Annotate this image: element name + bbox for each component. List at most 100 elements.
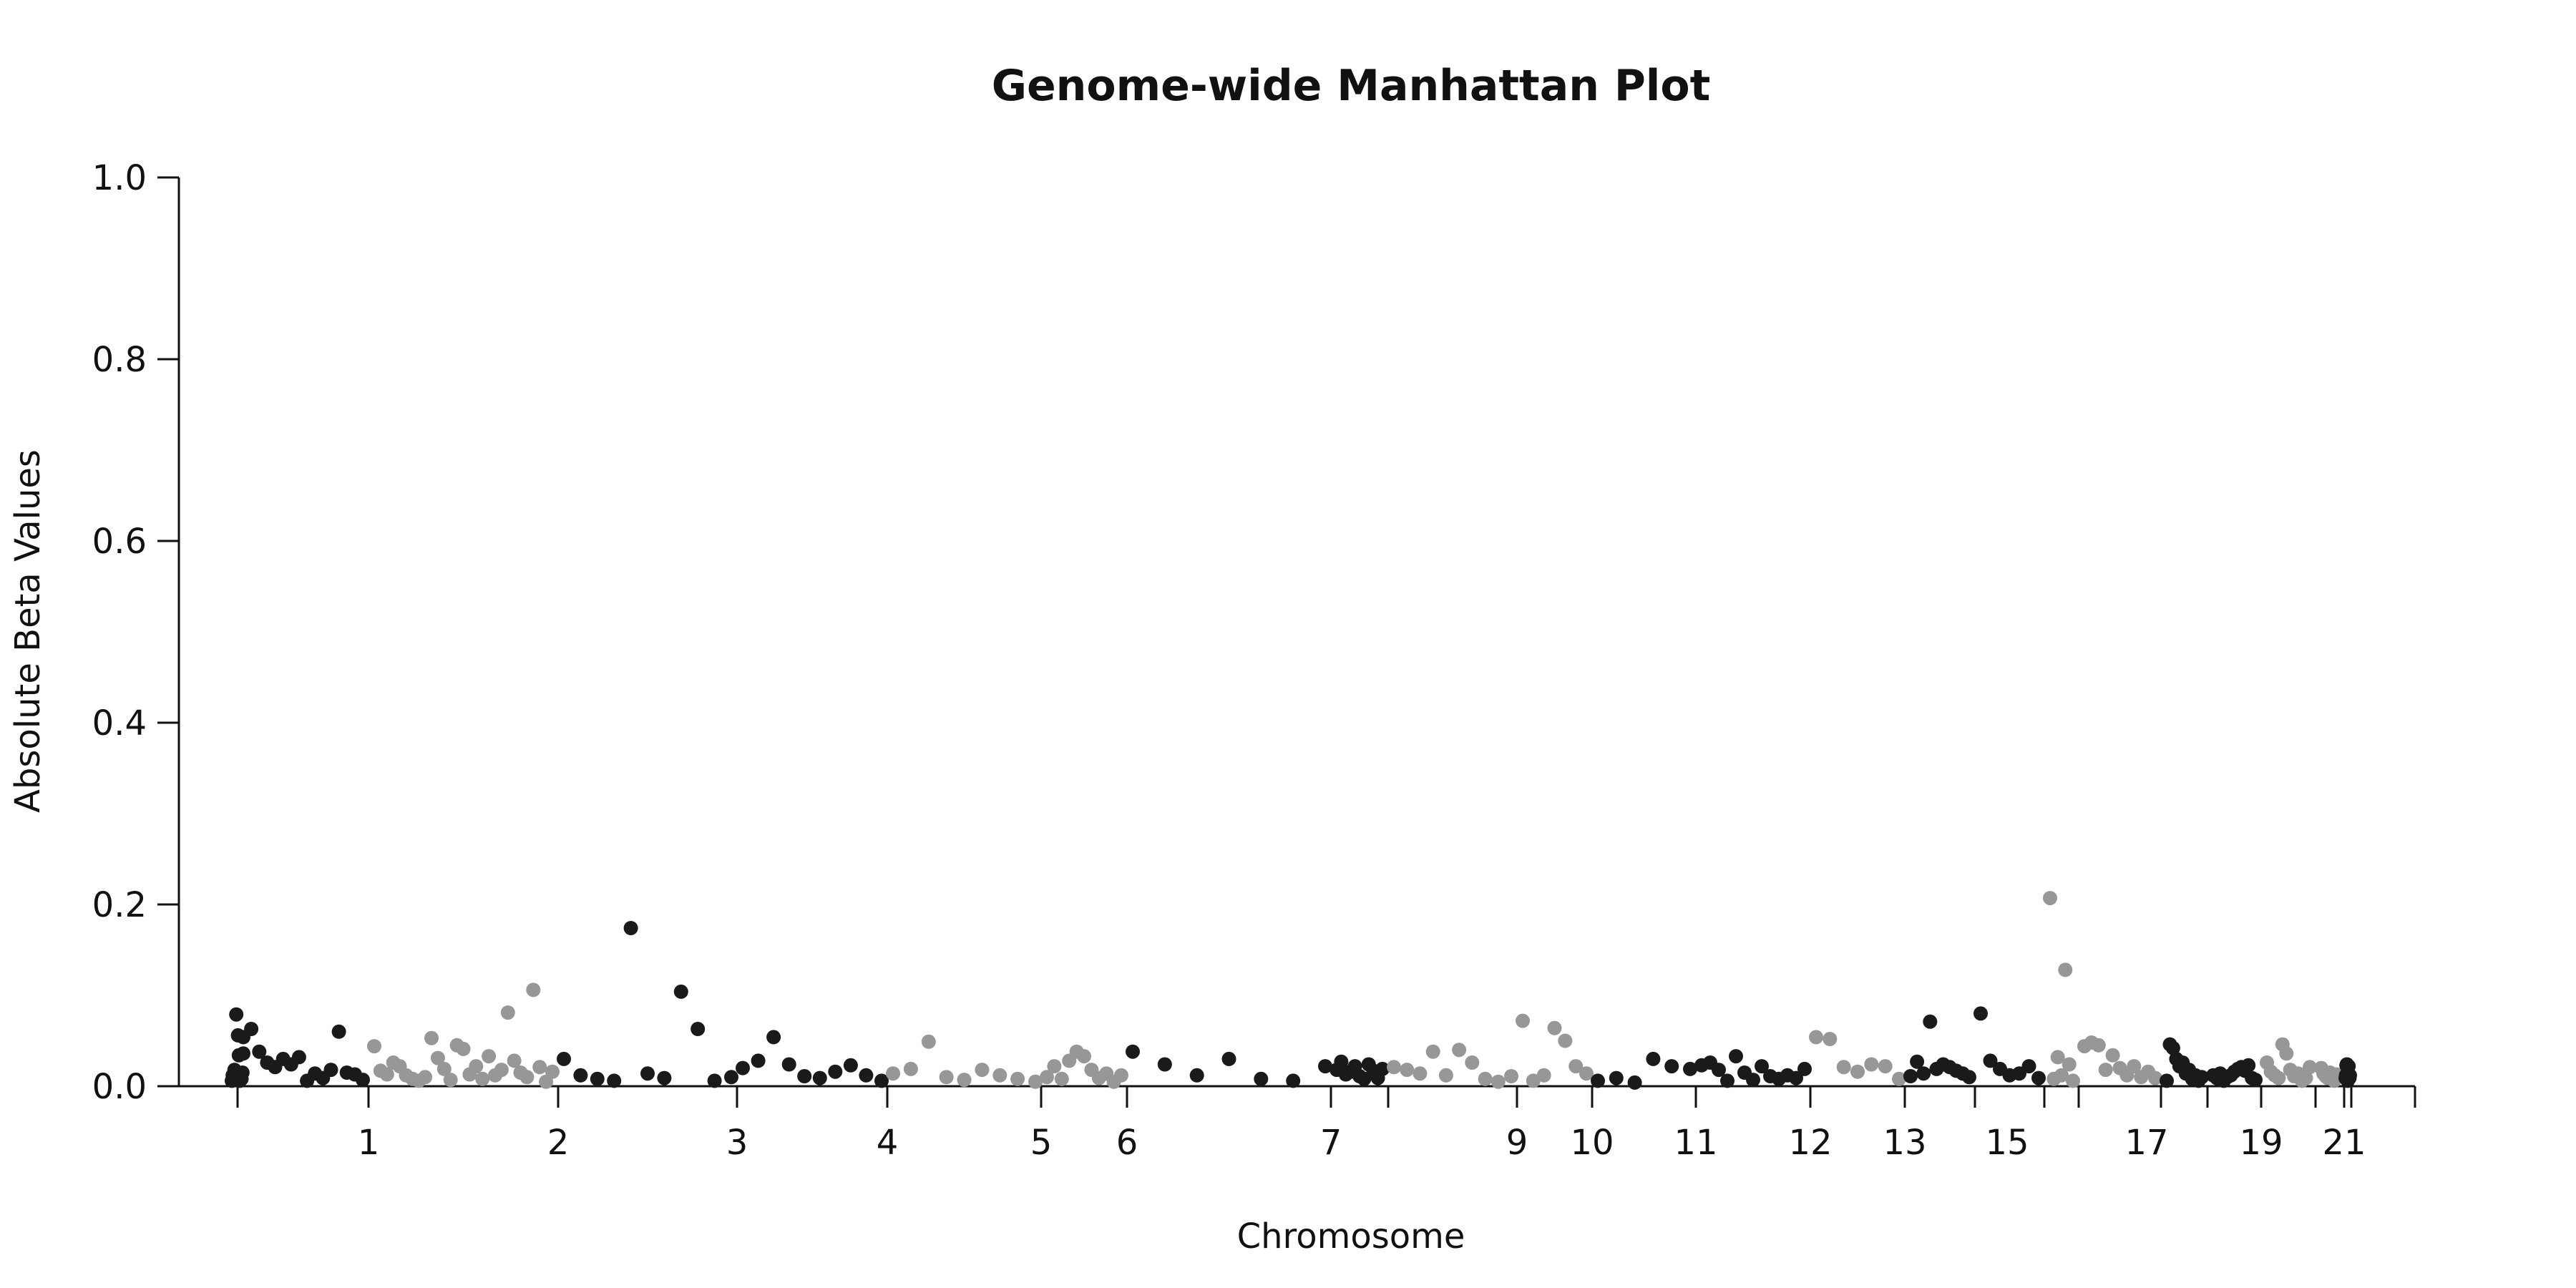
data-point: [607, 1073, 622, 1088]
data-point: [229, 1007, 244, 1022]
data-point: [1910, 1054, 1925, 1069]
data-point: [1916, 1066, 1931, 1081]
data-point: [430, 1050, 445, 1065]
data-point: [2160, 1073, 2174, 1088]
data-point: [1400, 1063, 1415, 1078]
data-point: [2248, 1073, 2263, 1088]
data-point: [356, 1073, 370, 1088]
data-point: [225, 1073, 239, 1088]
data-point: [1712, 1063, 1726, 1078]
x-tick-label: 3: [726, 1123, 748, 1163]
x-tick-label: 1: [358, 1123, 380, 1163]
data-point: [1983, 1053, 1998, 1068]
y-tick-label: 0.4: [92, 703, 147, 743]
data-point: [797, 1069, 812, 1083]
data-point: [843, 1058, 858, 1073]
data-point: [424, 1030, 439, 1045]
data-point: [859, 1068, 874, 1083]
x-tick-label: 7: [1320, 1123, 1342, 1163]
data-point: [436, 1061, 452, 1076]
data-point: [1157, 1057, 1172, 1072]
data-point: [992, 1068, 1008, 1083]
data-point: [1465, 1055, 1480, 1070]
data-point: [1077, 1049, 1091, 1064]
data-point: [1357, 1071, 1372, 1086]
chart-title: Genome-wide Manhattan Plot: [992, 61, 1711, 111]
data-point: [1387, 1060, 1401, 1075]
data-point: [1755, 1059, 1769, 1074]
data-point: [1126, 1044, 1140, 1059]
data-point: [2165, 1040, 2180, 1055]
data-point: [957, 1073, 972, 1088]
data-point: [751, 1053, 766, 1068]
data-point: [2241, 1058, 2256, 1073]
data-point: [2298, 1070, 2313, 1085]
data-point: [707, 1073, 722, 1088]
y-axis-label: Absolute Beta Values: [8, 449, 48, 813]
data-point: [331, 1024, 346, 1039]
data-point: [1664, 1059, 1679, 1074]
y-tick-label: 0.0: [92, 1067, 147, 1107]
x-tick-label: 4: [877, 1123, 899, 1163]
data-point: [367, 1039, 381, 1054]
y-tick-label: 0.6: [92, 522, 147, 562]
data-point: [1334, 1054, 1349, 1069]
x-tick-label: 6: [1116, 1123, 1138, 1163]
data-point: [1425, 1044, 1440, 1059]
data-point: [1974, 1006, 1988, 1021]
data-point: [2050, 1050, 2065, 1065]
data-point: [291, 1050, 306, 1065]
data-point: [1114, 1068, 1128, 1083]
data-point: [1591, 1073, 1605, 1088]
data-point: [1047, 1059, 1062, 1074]
data-point: [1526, 1073, 1541, 1088]
data-point: [590, 1071, 605, 1086]
data-point: [1028, 1074, 1043, 1089]
data-point: [1254, 1071, 1269, 1086]
data-point: [1221, 1051, 1236, 1066]
data-point: [1536, 1068, 1551, 1083]
data-point: [691, 1022, 706, 1036]
data-point: [2098, 1063, 2113, 1078]
x-tick-label: 12: [1788, 1123, 1832, 1163]
data-point: [519, 1070, 535, 1085]
data-point: [781, 1057, 796, 1072]
data-point: [2339, 1058, 2354, 1073]
data-point: [2279, 1046, 2294, 1061]
data-point: [1054, 1071, 1069, 1086]
x-axis: 1 2 3 4 5 6 7 9 10 11 12 13 15 17 19 21: [179, 1085, 2416, 1163]
data-point: [1452, 1043, 1467, 1058]
data-point: [2195, 1070, 2209, 1085]
data-point: [640, 1066, 655, 1081]
y-axis: 0.0 0.2 0.4 0.6 0.8 1.0: [92, 158, 180, 1107]
data-point: [1729, 1049, 1743, 1064]
data-point: [1286, 1073, 1301, 1088]
data-point: [526, 982, 541, 997]
data-point: [500, 1005, 515, 1020]
data-point: [1962, 1070, 1976, 1085]
data-point: [1558, 1033, 1573, 1048]
data-point: [1823, 1032, 1838, 1046]
data-point: [379, 1067, 394, 1082]
data-point: [1491, 1074, 1506, 1089]
y-tick-label: 0.2: [92, 885, 147, 925]
data-point: [1609, 1070, 1624, 1085]
data-point: [252, 1044, 267, 1059]
data-point: [1864, 1057, 1879, 1072]
data-point: [1850, 1064, 1865, 1079]
data-point: [1878, 1059, 1893, 1074]
data-point: [2271, 1070, 2286, 1085]
data-point: [2043, 891, 2057, 906]
data-point: [418, 1070, 433, 1085]
x-axis-label: Chromosome: [1237, 1216, 1465, 1257]
data-point: [921, 1034, 936, 1049]
data-point: [1809, 1030, 1823, 1045]
data-point: [975, 1063, 990, 1078]
data-point: [1413, 1066, 1428, 1081]
x-tick-label: 9: [1506, 1123, 1528, 1163]
data-point: [903, 1061, 918, 1076]
data-point: [443, 1073, 458, 1088]
data-point: [1646, 1051, 1661, 1066]
data-point: [874, 1073, 889, 1088]
